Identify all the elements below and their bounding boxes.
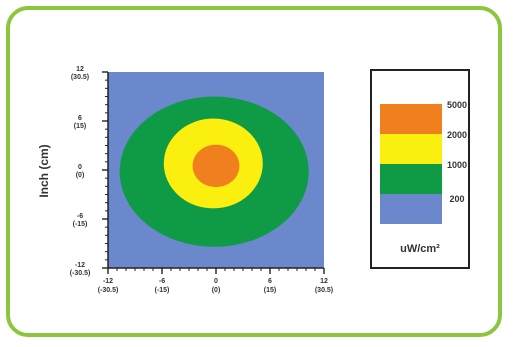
x-tick-label: -12	[103, 278, 113, 285]
x-tick-label-cm: (15)	[264, 287, 276, 294]
y-tick-label: -6	[77, 213, 83, 220]
x-tick-label: 0	[214, 278, 218, 285]
legend-swatch-5000	[380, 104, 442, 134]
legend-label-2000: 2000	[447, 130, 467, 140]
y-tick-label-cm: (15)	[74, 123, 86, 130]
y-axis-title: Inch (cm)	[37, 144, 51, 197]
x-tick-label-cm: (-30.5)	[98, 287, 119, 294]
x-tick-label-cm: (-15)	[155, 287, 170, 294]
legend-label-5000: 5000	[447, 100, 467, 110]
y-tick-label: 0	[78, 164, 82, 171]
x-tick-label: -6	[159, 278, 165, 285]
x-tick-label: 6	[268, 278, 272, 285]
x-tick-label-cm: (30.5)	[315, 287, 333, 294]
x-tick-label: 12	[320, 278, 328, 285]
legend: 5000 2000 1000 200 uW/cm²	[370, 69, 470, 269]
legend-swatch-200	[380, 194, 442, 224]
y-tick-label-cm: (30.5)	[71, 74, 89, 81]
level-5000-contour	[192, 144, 240, 188]
y-tick-label-cm: (-15)	[73, 221, 88, 228]
legend-label-1000: 1000	[447, 160, 467, 170]
legend-swatch-2000	[380, 134, 442, 164]
legend-unit: uW/cm²	[400, 243, 440, 255]
y-tick-label-cm: (0)	[76, 172, 85, 179]
legend-swatch-1000	[380, 164, 442, 194]
y-tick-label: -12	[75, 262, 85, 269]
y-tick-label-cm: (-30.5)	[70, 270, 91, 277]
legend-label-200: 200	[449, 194, 464, 204]
y-tick-label: 6	[78, 115, 82, 122]
y-tick-label: 12	[76, 66, 84, 73]
x-tick-label-cm: (0)	[212, 287, 221, 294]
